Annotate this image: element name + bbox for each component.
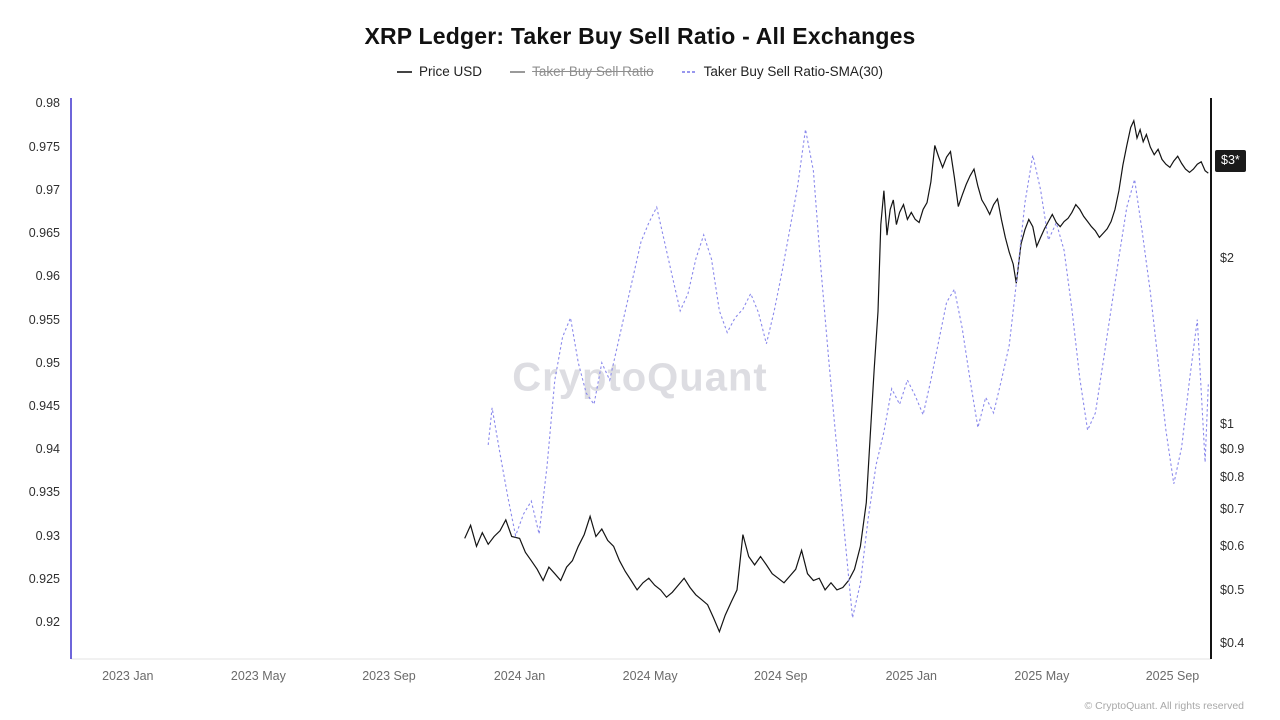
x-axis-tick-label: 2025 Jan (885, 669, 938, 683)
right-y-axis: $2 $1 $0.9 $0.8 $0.7 $0.6 $0.5 $0.4 (1220, 0, 1280, 720)
legend-item-taker-buy-sell-ratio-sma-30[interactable]: Taker Buy Sell Ratio-SMA(30) (681, 64, 883, 79)
right-axis-tick-label: $2 (1220, 251, 1234, 266)
left-y-axis: 0.92 0.925 0.93 0.935 0.94 0.945 0.95 0.955 0.96… (0, 0, 62, 720)
left-axis-tick-label: 0.97 (35, 182, 60, 197)
x-axis-tick-label: 2025 Sep (1145, 669, 1200, 683)
right-axis-tick-label: $0.9 (1220, 442, 1245, 457)
legend-item-price-usd[interactable]: Price USD (397, 64, 482, 79)
chart-title: XRP Ledger: Taker Buy Sell Ratio - All E… (364, 23, 916, 49)
left-axis-tick-label: 0.975 (28, 139, 60, 154)
left-axis-tick-label: 0.93 (35, 528, 60, 543)
series-line-price-usd (464, 118, 1209, 634)
x-axis-tick-label: 2024 May (622, 669, 678, 683)
left-axis-tick-label: 0.955 (28, 312, 60, 327)
x-axis-tick-label: 2024 Sep (753, 669, 808, 683)
left-axis-tick-label: 0.98 (35, 96, 60, 111)
cryptoquant-watermark: CryptoQuant (512, 355, 768, 400)
legend-label: Taker Buy Sell Ratio (532, 64, 654, 79)
right-axis-tick-label: $0.6 (1220, 539, 1245, 554)
legend-line-swatch-icon (681, 70, 697, 73)
right-axis-tick-label: $0.4 (1220, 636, 1245, 651)
left-axis-tick-label: 0.92 (35, 615, 60, 630)
x-axis-tick-label: 2024 Jan (493, 669, 546, 683)
legend-line-swatch-icon (397, 70, 413, 73)
right-axis-tick-label: $0.7 (1220, 502, 1245, 517)
x-axis-tick-label: 2023 May (230, 669, 286, 683)
legend-label: Taker Buy Sell Ratio-SMA(30) (703, 64, 883, 79)
current-price-badge: $3* (1215, 149, 1246, 172)
left-axis-tick-label: 0.945 (28, 399, 60, 414)
left-axis-tick-label: 0.925 (28, 571, 60, 586)
legend-label: Price USD (419, 64, 483, 79)
chart-legend: Price USD Taker Buy Sell Ratio Taker Buy S… (0, 64, 1280, 79)
copyright-text: © CryptoQuant. All rights reserved (1084, 700, 1244, 712)
left-axis-tick-label: 0.95 (35, 355, 60, 370)
series-line-taker-buy-sell-ratio-sma-30 (487, 129, 1209, 618)
left-axis-tick-label: 0.94 (35, 442, 60, 457)
x-axis-tick-label: 2025 May (1014, 669, 1070, 683)
x-axis-tick-label: 2023 Jan (102, 669, 154, 683)
right-axis-tick-label: $0.8 (1220, 470, 1245, 485)
x-axis-tick-label: 2023 Sep (362, 669, 416, 683)
right-axis-tick-label: $1 (1220, 416, 1234, 431)
left-axis-tick-label: 0.965 (28, 226, 60, 241)
left-axis-tick-label: 0.96 (35, 269, 60, 284)
legend-line-swatch-icon (510, 70, 526, 73)
legend-item-taker-buy-sell-ratio[interactable]: Taker Buy Sell Ratio (510, 64, 654, 79)
right-axis-tick-label: $0.5 (1220, 582, 1245, 597)
left-axis-tick-label: 0.935 (28, 485, 60, 500)
